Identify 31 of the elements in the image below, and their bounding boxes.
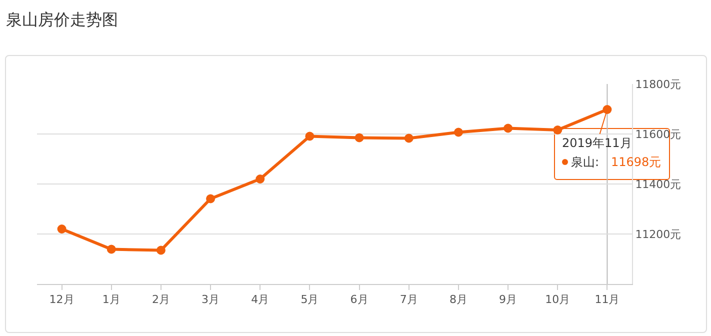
- x-tick-label: 2月: [152, 293, 170, 306]
- x-tick-label: 1月: [102, 293, 120, 306]
- annotation: 泉山:: [571, 155, 600, 169]
- x-tick-label: 9月: [499, 293, 518, 306]
- point: [57, 224, 66, 234]
- point: [354, 133, 364, 142]
- x-tick-label: 8月: [449, 293, 468, 306]
- point: [106, 244, 116, 254]
- annotation: 11698元: [611, 155, 662, 169]
- x-tick-label: 3月: [202, 293, 220, 306]
- x-tick-label: 10月: [545, 293, 570, 306]
- point: [454, 128, 463, 137]
- y-tick-label: 11800元: [635, 78, 682, 91]
- x-tick-label: 7月: [400, 293, 418, 306]
- point: [404, 134, 414, 143]
- point: [553, 126, 562, 134]
- y-tick-label: 11400元: [635, 178, 682, 191]
- point: [156, 246, 166, 255]
- point: [504, 124, 513, 133]
- annotation: 2019年11月: [562, 136, 632, 150]
- point: [305, 132, 314, 141]
- chart-title: 泉山房价走势图: [6, 10, 118, 31]
- x-tick-label: 6月: [350, 293, 368, 306]
- x-tick-label: 4月: [251, 293, 270, 306]
- point: [206, 194, 216, 204]
- point: [256, 174, 265, 184]
- y-tick-label: 11200元: [635, 228, 682, 241]
- point: [602, 105, 612, 114]
- x-tick-label: 5月: [300, 293, 319, 306]
- x-tick-label: 11月: [594, 293, 620, 306]
- x-tick-label: 12月: [49, 293, 74, 306]
